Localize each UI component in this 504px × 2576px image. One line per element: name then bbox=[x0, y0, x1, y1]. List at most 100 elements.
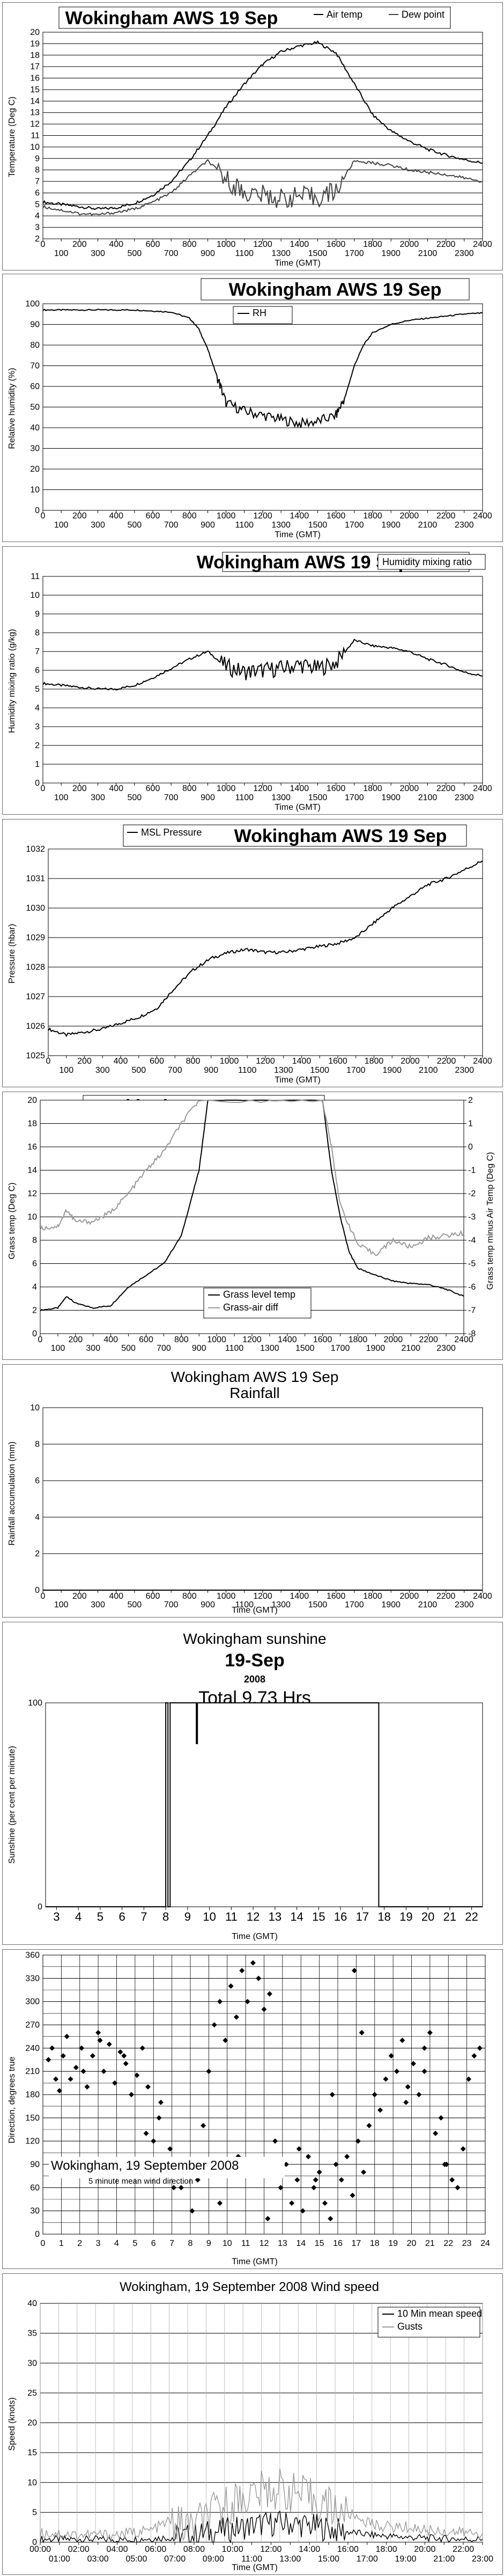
y-tick-label: 10 bbox=[30, 143, 40, 152]
y-right-tick-label: -7 bbox=[468, 1306, 476, 1315]
data-point bbox=[151, 2138, 157, 2144]
x-tick-label: 1600 bbox=[328, 1057, 347, 1066]
series-line-gusts bbox=[40, 2468, 483, 2542]
x-tick-label: 5 bbox=[132, 2239, 137, 2248]
data-point bbox=[266, 1991, 272, 1997]
y-right-tick-label: -2 bbox=[468, 1189, 476, 1198]
x-tick-label: 13:00 bbox=[279, 2555, 301, 2564]
data-point bbox=[272, 2138, 278, 2144]
x-tick-label: 1400 bbox=[278, 1335, 297, 1344]
y-tick-label: 10 bbox=[27, 1213, 37, 1222]
sunshine-chart-panel: Wokingham sunshine 19-Sep 2008 Total 9.7… bbox=[2, 1622, 503, 1945]
y-tick-label: 30 bbox=[30, 444, 40, 453]
x-tick-label: 21 bbox=[425, 2239, 435, 2248]
y-tick-label: 50 bbox=[30, 403, 40, 412]
x-tick-label: 3 bbox=[96, 2239, 101, 2248]
y-tick-label: 5 bbox=[32, 2508, 37, 2517]
x-tick-label: 08:00 bbox=[183, 2545, 205, 2554]
data-point bbox=[112, 2080, 118, 2086]
data-point bbox=[355, 2138, 361, 2144]
y-tick-label: 10 bbox=[30, 486, 40, 495]
x-axis-label: Time (GMT) bbox=[275, 259, 321, 268]
y-tick-label: 11 bbox=[31, 131, 40, 141]
x-tick-label: 2000 bbox=[401, 1057, 420, 1066]
y-tick-label: 13 bbox=[30, 108, 40, 118]
y-tick-label: 9 bbox=[35, 610, 40, 619]
chart-title: Wokingham sunshine bbox=[183, 1630, 326, 1647]
x-axis-label: Time (GMT) bbox=[232, 1606, 278, 1615]
x-tick-label: 1100 bbox=[235, 1600, 254, 1609]
data-point bbox=[233, 2014, 239, 2020]
y-tick-label: 1029 bbox=[26, 933, 45, 942]
x-tick-label: 700 bbox=[164, 1600, 179, 1609]
y-tick-label: 60 bbox=[30, 2183, 40, 2192]
x-tick-label: 100 bbox=[51, 1344, 65, 1353]
legend-label: Gusts bbox=[397, 2321, 423, 2332]
x-tick-label: 800 bbox=[182, 240, 197, 249]
x-tick-label: 17 bbox=[351, 2239, 361, 2248]
x-tick-label: 900 bbox=[192, 1344, 206, 1353]
data-point bbox=[366, 2123, 372, 2128]
y-tick-label: 0 bbox=[35, 779, 40, 788]
x-tick-label: 700 bbox=[164, 793, 179, 802]
y-tick-label: 300 bbox=[25, 1997, 40, 2007]
x-tick-label: 500 bbox=[127, 793, 142, 802]
x-tick-label: 100 bbox=[54, 793, 69, 802]
data-point bbox=[265, 2216, 271, 2222]
x-tick-label: 1600 bbox=[327, 511, 346, 521]
x-tick-label: 7 bbox=[169, 2239, 174, 2248]
data-point bbox=[79, 2045, 85, 2051]
x-axis-label: Time (GMT) bbox=[232, 2257, 278, 2266]
y-axis-label: Temperature (Deg C) bbox=[8, 97, 17, 177]
x-tick-label: 0 bbox=[41, 2239, 46, 2248]
mixing-ratio-chart-panel: Wokingham AWS 19 Sep Time (GMT) Humidity… bbox=[2, 546, 503, 815]
x-tick-label: 02:00 bbox=[68, 2545, 90, 2554]
data-point bbox=[403, 2099, 409, 2105]
y-tick-label: 1027 bbox=[26, 992, 45, 1001]
x-tick-label: 2100 bbox=[419, 1066, 438, 1075]
x-tick-label: 1000 bbox=[207, 1335, 226, 1344]
y-right-tick-label: -8 bbox=[468, 1329, 476, 1338]
x-tick-label: 19:00 bbox=[395, 2555, 416, 2564]
data-point bbox=[167, 2146, 173, 2152]
data-point bbox=[97, 2037, 103, 2043]
x-tick-label: 1300 bbox=[271, 1600, 291, 1609]
x-tick-label: 2300 bbox=[455, 249, 474, 258]
y-tick-label: 0 bbox=[35, 506, 40, 515]
y-tick-label: 8 bbox=[32, 1236, 37, 1245]
data-point bbox=[171, 2185, 177, 2191]
data-point bbox=[73, 2065, 79, 2070]
x-tick-label: 1400 bbox=[292, 1057, 312, 1066]
title-box bbox=[58, 6, 451, 29]
y-tick-label: 210 bbox=[25, 2067, 40, 2076]
x-tick-label: 1 bbox=[59, 2239, 64, 2248]
wind-speed-chart: Wokingham, 19 September 2008 Wind speed … bbox=[8, 2280, 493, 2572]
x-tick-label: 11 bbox=[241, 2239, 250, 2248]
x-tick-label: 1900 bbox=[366, 1344, 386, 1353]
y-tick-label: 4 bbox=[35, 1513, 40, 1522]
data-point bbox=[460, 2146, 466, 2152]
x-axis-label: Time (GMT) bbox=[232, 1932, 278, 1941]
data-point bbox=[156, 2115, 162, 2121]
plot-area: 1025 1026 1027 1028 1029 1030 1031 1032 0 200 400 6… bbox=[26, 827, 492, 1075]
x-tick-label: 2400 bbox=[473, 784, 492, 793]
x-tick-label: 1500 bbox=[308, 521, 328, 530]
y-tick-label: 12 bbox=[27, 1189, 37, 1198]
y-tick-label: 19 bbox=[30, 39, 40, 48]
pressure-chart: Wokingham AWS 19 Sep Time (GMT) Pressure… bbox=[8, 824, 492, 1085]
data-point bbox=[296, 2146, 302, 2152]
x-tick-label: 16 bbox=[333, 2239, 343, 2248]
x-tick-label: 18 bbox=[377, 1910, 390, 1923]
plot-frame bbox=[45, 1702, 483, 1907]
data-point bbox=[351, 1967, 357, 1973]
x-tick-label: 12:00 bbox=[260, 2545, 281, 2554]
x-tick-label: 15 bbox=[315, 2239, 324, 2248]
x-tick-label: 600 bbox=[150, 1057, 164, 1066]
x-tick-label: 1700 bbox=[345, 793, 364, 802]
y-tick-label: 4 bbox=[35, 704, 40, 713]
y-tick-label: 8 bbox=[35, 166, 40, 175]
x-tick-label: 500 bbox=[127, 1600, 142, 1609]
x-tick-label: 800 bbox=[182, 1592, 197, 1601]
x-tick-label: 1800 bbox=[349, 1335, 368, 1344]
y-axis-label: Relative humidity (%) bbox=[8, 368, 17, 449]
